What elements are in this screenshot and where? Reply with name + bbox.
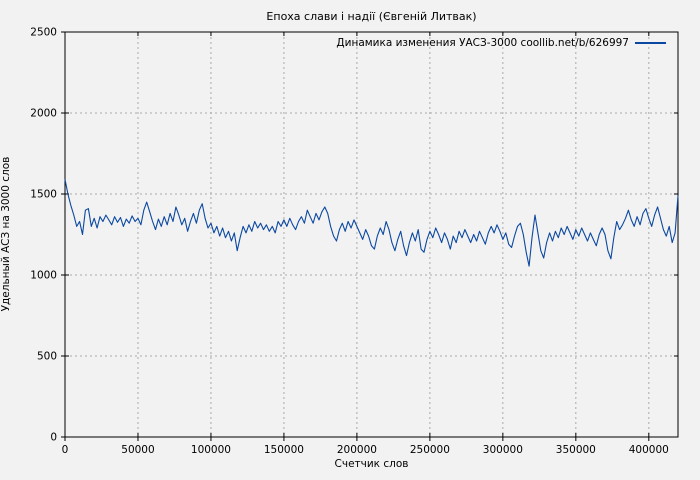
legend-line-sample-icon: [635, 42, 666, 44]
x-tick-label: 150000: [264, 444, 304, 456]
x-axis-label: Счетчик слов: [334, 458, 409, 470]
legend: Динамика изменения УАСЗ-3000 coollib.net…: [336, 37, 666, 49]
x-tick-label: 350000: [556, 444, 596, 456]
y-tick-label: 1000: [30, 270, 57, 282]
y-tick-label: 2000: [30, 108, 57, 120]
x-tick-label: 300000: [483, 444, 523, 456]
y-tick-label: 2500: [30, 27, 57, 39]
data-series-line: [64, 179, 679, 267]
y-tick-label: 0: [50, 432, 57, 444]
plot-border: [64, 31, 679, 438]
x-tick-label: 50000: [121, 444, 154, 456]
x-tick-label: 100000: [191, 444, 231, 456]
y-tick-label: 1500: [30, 189, 57, 201]
x-tick-label: 200000: [337, 444, 377, 456]
x-tick-label: 0: [62, 444, 69, 456]
x-tick-label: 250000: [410, 444, 450, 456]
chart-title: Епоха слави і надії (Євгеній Литвак): [266, 10, 477, 23]
y-axis-label: Удельный АСЗ на 3000 слов: [0, 156, 12, 312]
x-tick-label: 400000: [629, 444, 669, 456]
legend-label: Динамика изменения УАСЗ-3000 coollib.net…: [336, 37, 629, 49]
y-tick-label: 500: [37, 351, 57, 363]
